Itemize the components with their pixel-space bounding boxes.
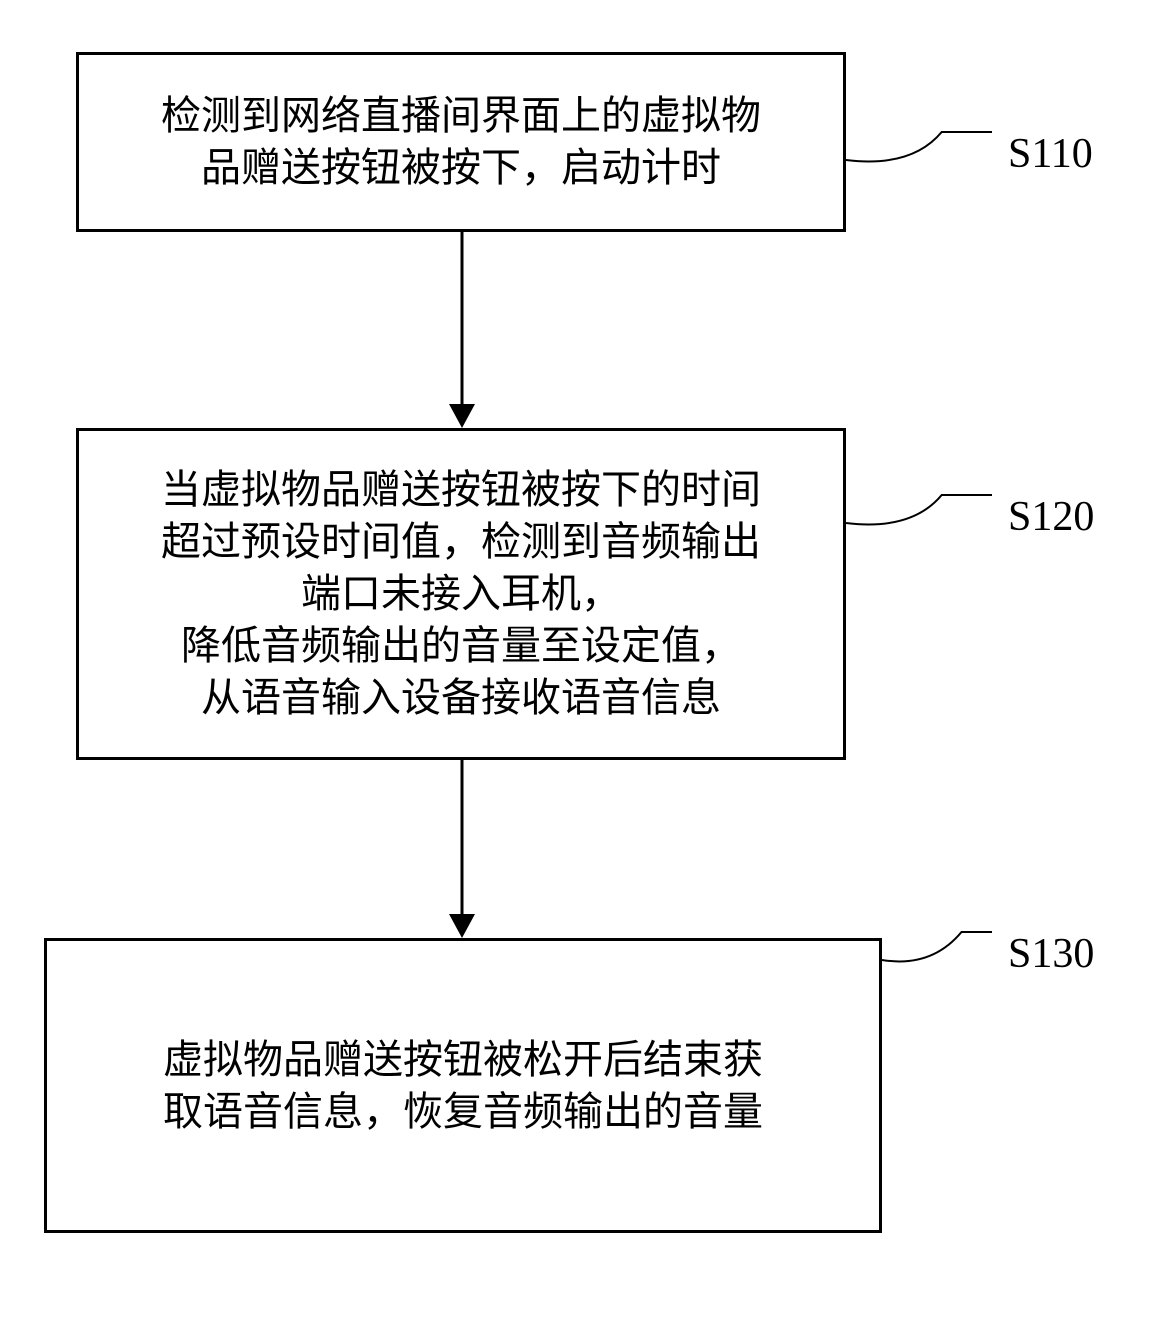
flowchart-node-s130: 虚拟物品赠送按钮被松开后结束获取语音信息，恢复音频输出的音量	[44, 938, 882, 1233]
flow-arrow	[445, 232, 479, 430]
node-text-line: 品赠送按钮被按下，启动计时	[201, 142, 721, 194]
node-text-line: 超过预设时间值，检测到音频输出	[161, 516, 761, 568]
step-label-s110: S110	[1008, 130, 1093, 178]
node-text-line: 检测到网络直播间界面上的虚拟物	[161, 90, 761, 142]
node-text-line: 当虚拟物品赠送按钮被按下的时间	[161, 464, 761, 516]
node-text-line: 虚拟物品赠送按钮被松开后结束获	[163, 1034, 763, 1086]
step-label-s120: S120	[1008, 493, 1094, 541]
flowchart-node-s110: 检测到网络直播间界面上的虚拟物品赠送按钮被按下，启动计时	[76, 52, 846, 232]
node-text-line: 降低音频输出的音量至设定值，	[181, 620, 741, 672]
node-text-line: 取语音信息，恢复音频输出的音量	[163, 1086, 763, 1138]
leader-line-s110	[844, 118, 994, 172]
flow-arrow	[445, 760, 479, 940]
node-text-line: 从语音输入设备接收语音信息	[201, 672, 721, 724]
node-text-line: 端口未接入耳机，	[301, 568, 621, 620]
leader-line-s120	[844, 481, 994, 535]
flowchart-node-s120: 当虚拟物品赠送按钮被按下的时间超过预设时间值，检测到音频输出端口未接入耳机，降低…	[76, 428, 846, 760]
step-label-s130: S130	[1008, 930, 1094, 978]
leader-line-s130	[880, 918, 994, 972]
